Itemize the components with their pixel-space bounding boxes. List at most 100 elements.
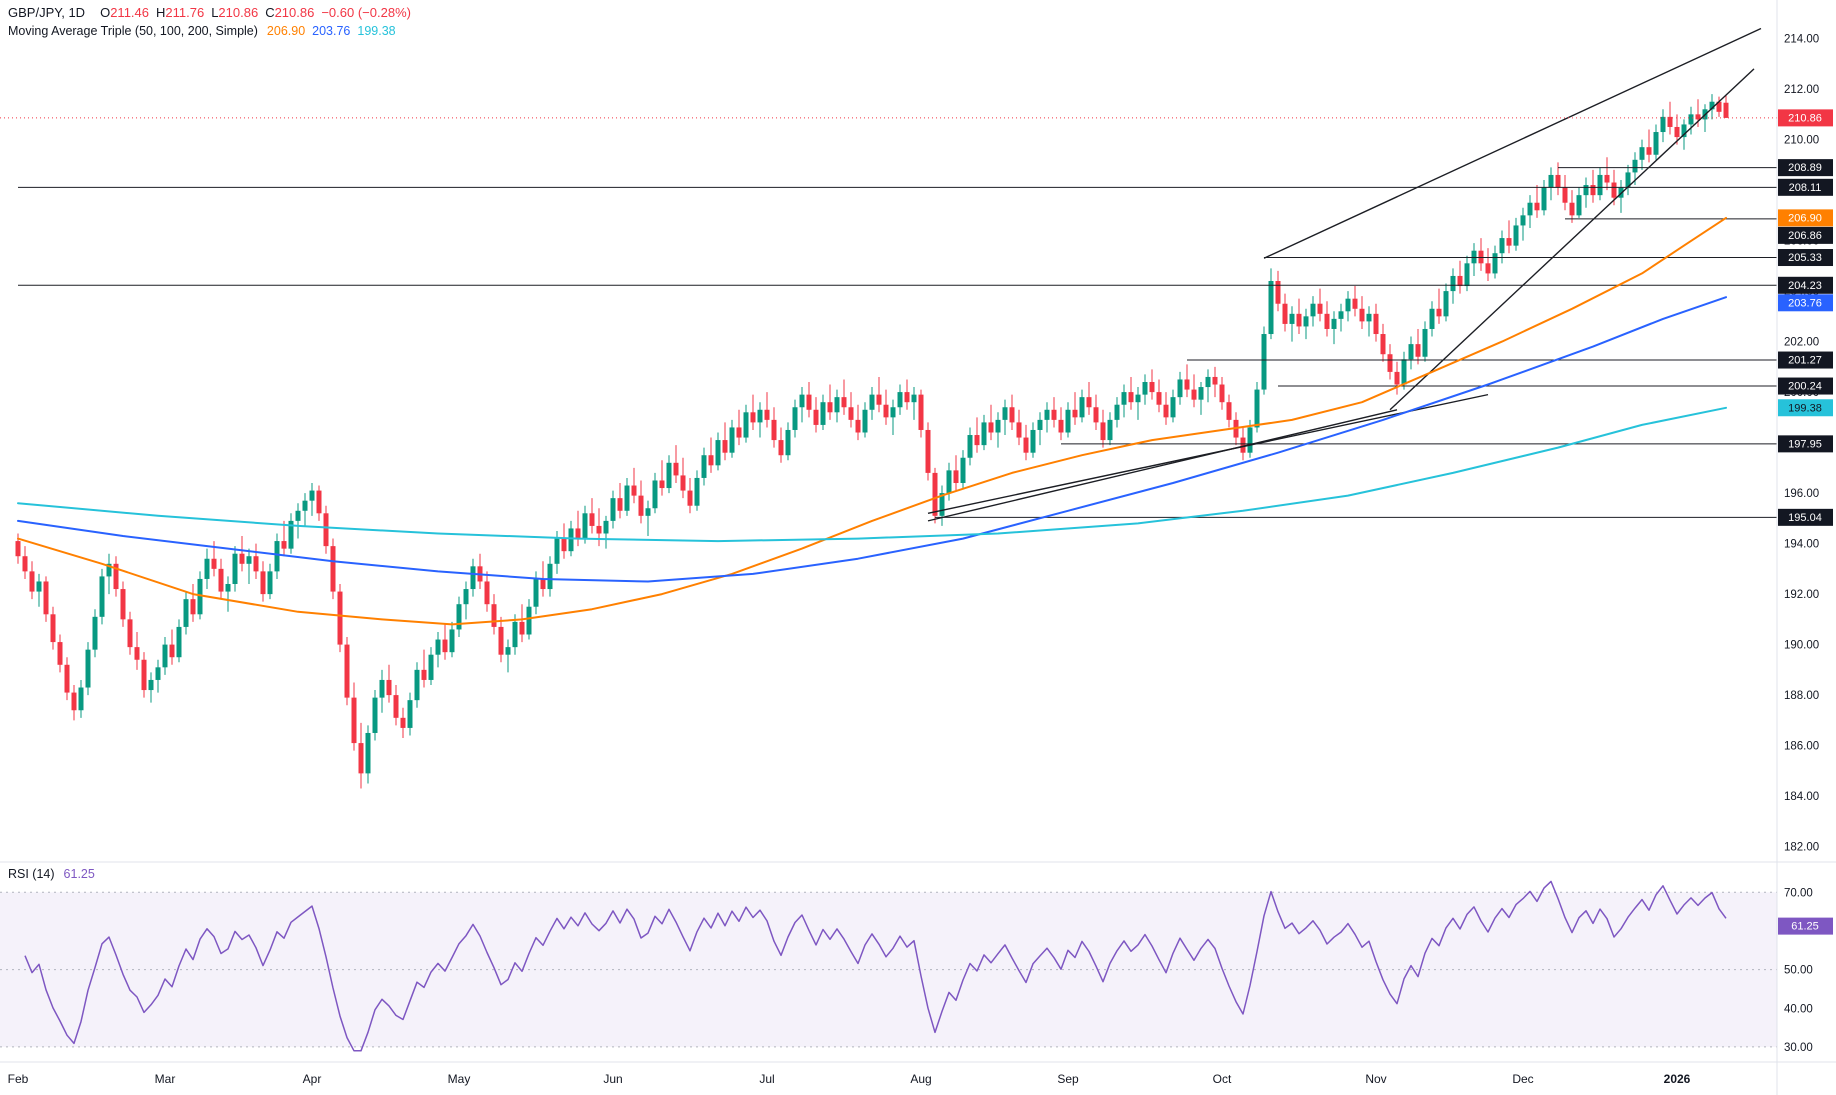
candle-body [239, 553, 245, 564]
candle-body [204, 558, 210, 579]
candle-body [708, 455, 714, 466]
candle-body [1107, 419, 1113, 441]
rsi-tick-label: 70.00 [1784, 887, 1813, 899]
candle-body [827, 402, 833, 413]
candle-body [1569, 202, 1575, 216]
candle-body [1590, 185, 1596, 196]
candle-body [848, 407, 854, 420]
candle-body [981, 422, 987, 446]
candle-body [421, 669, 427, 680]
candle-body [764, 409, 770, 420]
candle-body [575, 528, 581, 539]
candle-body [260, 571, 266, 595]
candle-body [1331, 318, 1337, 329]
candle-body [1002, 407, 1008, 420]
price-axis[interactable] [1777, 0, 1836, 1062]
candle-body [736, 427, 742, 438]
candle-body [1205, 376, 1211, 388]
candle-body [1016, 422, 1022, 438]
candle-body [1261, 334, 1267, 390]
candle-body [883, 404, 889, 418]
candle-body [309, 490, 315, 501]
price-tick-label: 182.00 [1784, 842, 1819, 854]
candle-body [1639, 147, 1645, 160]
candle-body [267, 571, 273, 595]
candle-body [1541, 187, 1547, 211]
low-value: 210.86 [218, 5, 259, 20]
ma50-badge [1778, 209, 1833, 227]
candle-body [1268, 281, 1274, 335]
candle-body [1051, 409, 1057, 420]
symbol-title: GBP/JPY, 1D [8, 5, 86, 20]
candle-body [1653, 132, 1659, 155]
candle-body [1352, 298, 1358, 309]
candle-body [1247, 427, 1253, 453]
candle-body [1142, 382, 1148, 395]
candle-body [106, 563, 112, 577]
candle-body [1534, 202, 1540, 211]
candle-body [645, 508, 651, 516]
candle-body [463, 589, 469, 605]
candle-body [64, 664, 70, 693]
candle-body [484, 581, 490, 605]
candle-body [715, 440, 721, 466]
change-value: −0.60 (−0.28%) [321, 5, 411, 20]
candle-body [1373, 313, 1379, 335]
candle-body [78, 687, 84, 711]
level-badge [1778, 276, 1833, 294]
candle-body [1506, 238, 1512, 246]
candle-body [1429, 308, 1435, 329]
candle-body [554, 538, 560, 564]
candle-body [1723, 102, 1729, 118]
candle-body [1240, 437, 1246, 453]
candle-body [1415, 344, 1421, 357]
last-price-badge-text: 210.86 [1788, 112, 1822, 124]
candle-body [85, 649, 91, 688]
candle-body [687, 490, 693, 506]
candle-body [1562, 187, 1568, 203]
candle-body [925, 429, 931, 473]
candle-body [71, 692, 77, 711]
price-tick-label: 212.00 [1784, 84, 1819, 96]
candle-body [1548, 174, 1554, 188]
candle-body [1478, 250, 1484, 264]
level-badge-text: 206.86 [1788, 230, 1822, 242]
candle-body [1128, 392, 1134, 403]
candle-body [1303, 316, 1309, 327]
rsi-indicator-legend[interactable]: RSI (14) 61.25 [8, 866, 95, 882]
candle-body [442, 639, 448, 653]
candle-body [1338, 311, 1344, 319]
candle-body [29, 571, 35, 592]
candle-body [1254, 389, 1260, 428]
candle-body [1030, 429, 1036, 453]
level-badge [1778, 178, 1833, 196]
close-value: 210.86 [274, 5, 315, 20]
candle-body [967, 435, 973, 458]
candle-body [897, 392, 903, 408]
candle-body [960, 457, 966, 483]
candle-body [1359, 308, 1365, 322]
candle-body [1457, 275, 1463, 287]
candle-body [659, 480, 665, 489]
candle-body [1149, 382, 1155, 393]
candle-body [1716, 101, 1722, 112]
ma100-line [17, 296, 1727, 583]
candle-body [498, 626, 504, 655]
candle-body [393, 695, 399, 718]
candle-body [1366, 313, 1372, 322]
ma-indicator-legend[interactable]: Moving Average Triple (50, 100, 200, Sim… [8, 23, 396, 39]
symbol-legend[interactable]: GBP/JPY, 1D O211.46 H211.76 L210.86 C210.86−… [8, 5, 411, 21]
candle-body [1065, 409, 1071, 433]
candle-body [1485, 263, 1491, 274]
candle-body [1471, 250, 1477, 264]
candle-body [155, 667, 161, 680]
candle-body [1597, 174, 1603, 196]
candle-body [1317, 303, 1323, 314]
time-axis[interactable] [0, 1062, 1836, 1095]
candle-body [1436, 308, 1442, 317]
candle-body [1380, 334, 1386, 355]
candle-body [22, 556, 28, 572]
level-badge [1778, 159, 1833, 177]
